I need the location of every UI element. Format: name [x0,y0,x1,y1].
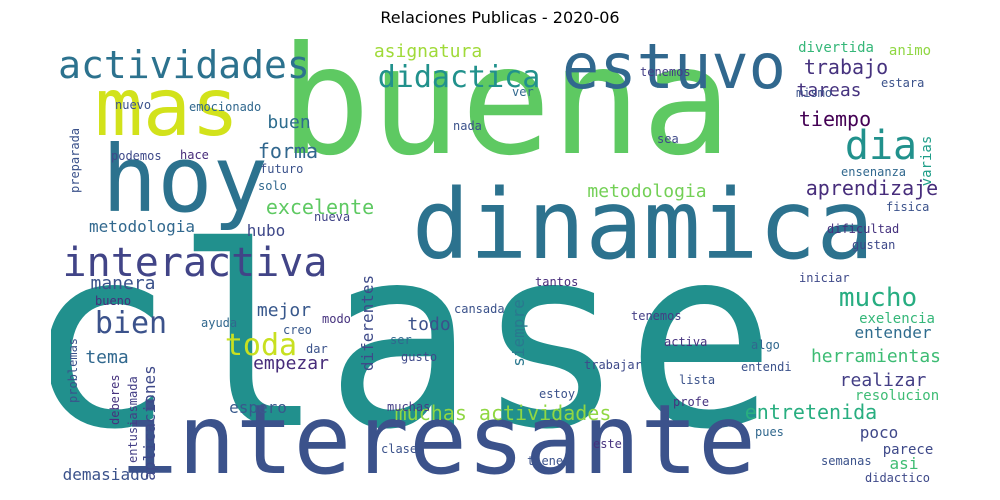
small-word: dar [306,342,328,356]
small-word: muchas [387,400,430,414]
word-aprender: aprendizaje [806,176,938,200]
word-espero: espero [229,398,287,417]
word-excelente: excelente [266,195,374,219]
small-word: fisica [886,200,929,214]
word-poco: poco [860,423,899,442]
small-word: clasey [381,442,424,456]
small-word: ensenanza [841,165,906,179]
small-word: preparada [68,128,82,193]
word-tiempo: tiempo [799,107,871,131]
word-siempre: siempre [509,299,528,366]
word-todo: todo [407,314,450,335]
small-word: ver [512,85,534,99]
small-word: creo [283,323,312,337]
small-word: nueva [314,210,350,224]
word-entretenida: entretenida [745,400,877,424]
chart-title: Relaciones Publicas - 2020-06 [380,8,620,27]
word-demasiado: demasiado [63,465,150,482]
word-dia: dia [845,123,917,169]
word-mucho: mucho [839,283,917,313]
small-word: iniciar [799,271,850,285]
small-word: cansada [454,302,505,316]
word-empezar: empezar [253,353,329,374]
word-actividades: actividades [58,43,310,87]
small-word: didactico [865,471,930,482]
small-word: activa [664,335,707,349]
word-buena: buena [280,33,732,189]
small-word: este [593,437,622,451]
small-word: ayuda [201,316,237,330]
word-resolucion: resolucion [855,388,939,404]
small-word: tantos [535,275,578,289]
small-word: podemos [111,149,162,163]
small-word: problemas [66,338,80,403]
small-word: modo [322,312,351,326]
word-diferentes: diferentes [358,275,377,371]
small-word: gusto [401,350,437,364]
word-estuvo: estuvo [562,33,786,103]
word-trabajo: trabajo [804,55,888,79]
small-word: entusiasmada [126,376,140,463]
small-word: sea [657,132,679,146]
word-exelencia: exelencia [859,311,935,327]
small-word: tienen [527,454,570,468]
small-word: bueno [95,294,131,308]
word-mejor: mejor [257,300,311,321]
small-word: nuevo [115,98,151,112]
word-realizar: realizar [840,370,927,391]
word-cloud: clase buena interesante dinamica hoy mas… [51,33,949,482]
small-word: ser [390,333,412,347]
word-parece: parece [883,442,934,458]
word-cloud-canvas: clase buena interesante dinamica hoy mas… [51,33,949,482]
word-animo: animo [889,43,931,59]
word-interesante: interesante [120,384,756,482]
word-dinamica: dinamica [412,169,874,281]
small-word: emocionado [189,100,261,114]
small-word: deberes [108,374,122,425]
word-aplicaciones: aplicaciones [140,365,159,481]
word-didactica: didactica [378,60,541,95]
word-varias: varias [919,136,935,187]
word-herramientas: herramientas [811,346,941,367]
word-aprendizaje: metodologia [587,181,706,202]
small-word: tenemos [631,309,682,323]
word-clase: clase [51,193,776,482]
word-entender: entender [854,323,931,342]
small-word: hace [180,148,209,162]
small-word: estoy [539,387,575,401]
small-word: mismo [796,86,832,100]
small-word: pues [755,425,784,439]
word-buen: buen [267,112,310,133]
word-hubo: hubo [247,221,286,240]
small-word: semanas [821,454,872,468]
word-manera: manera [90,273,155,294]
small-word: tenemos [640,65,691,79]
small-word: trabajar [584,358,642,372]
small-word: futuro [260,162,303,176]
small-words-group: nuevo emocionado preparada podemos hace … [66,65,930,482]
word-bien: bien [95,306,167,341]
small-word: gustan [852,238,895,252]
word-interactiva: interactiva [63,240,328,286]
small-word: nada [453,119,482,133]
word-tareas: tareas [796,80,861,101]
small-word: profe [673,395,709,409]
word-mas: mas [95,61,240,154]
small-word: entendi [741,360,792,374]
small-word: lista [679,373,715,387]
word-tema: tema [85,347,128,368]
small-word: dificultad [827,222,899,236]
word-toda: toda [225,328,297,363]
small-word: solo [258,179,287,193]
word-muchas-actividades: muchas actividades [395,401,612,425]
word-divertida: divertida [798,40,874,56]
word-hoy: hoy [102,126,268,233]
small-word: estara [881,76,924,90]
word-metodologia: metodologia [89,217,195,236]
word-forma: forma [258,139,318,163]
word-asignatura: asignatura [374,41,482,62]
small-word: algo [751,338,780,352]
word-asi: asi [890,454,919,473]
